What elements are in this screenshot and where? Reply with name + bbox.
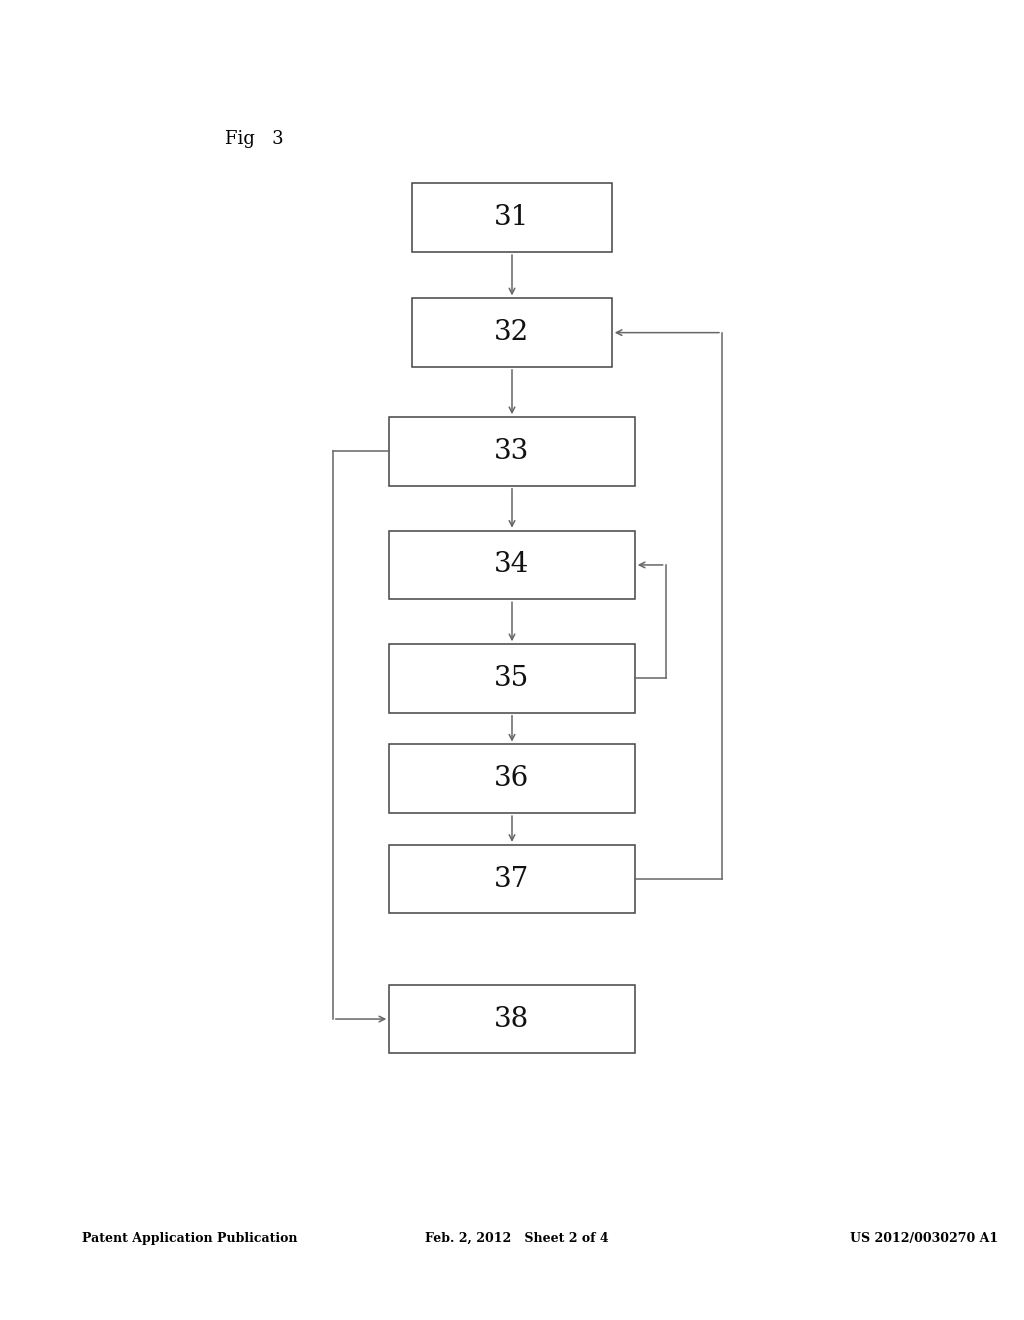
Bar — [412, 298, 611, 367]
Text: 35: 35 — [495, 665, 529, 692]
Bar — [389, 985, 635, 1053]
Bar — [389, 845, 635, 913]
Bar — [389, 744, 635, 813]
Text: US 2012/0030270 A1: US 2012/0030270 A1 — [850, 1232, 998, 1245]
Text: 34: 34 — [495, 552, 529, 578]
Text: Fig   3: Fig 3 — [225, 129, 284, 148]
Bar — [389, 531, 635, 599]
Bar — [389, 417, 635, 486]
Text: 32: 32 — [495, 319, 529, 346]
Text: Feb. 2, 2012   Sheet 2 of 4: Feb. 2, 2012 Sheet 2 of 4 — [425, 1232, 608, 1245]
Text: Patent Application Publication: Patent Application Publication — [82, 1232, 297, 1245]
Text: 36: 36 — [495, 766, 529, 792]
Text: 37: 37 — [495, 866, 529, 892]
Text: 33: 33 — [495, 438, 529, 465]
Text: 31: 31 — [495, 205, 529, 231]
Bar — [412, 183, 611, 252]
Bar — [389, 644, 635, 713]
Text: 38: 38 — [495, 1006, 529, 1032]
